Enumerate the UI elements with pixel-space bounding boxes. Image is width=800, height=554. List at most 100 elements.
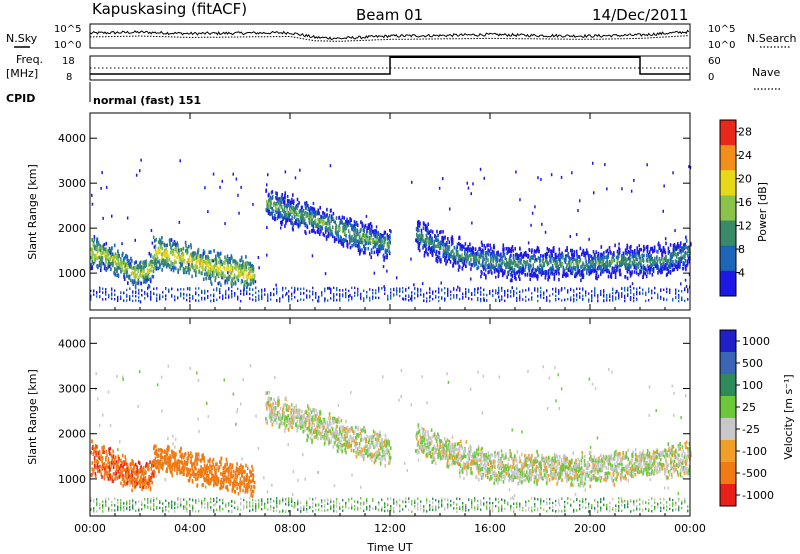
power-echo-cell bbox=[242, 275, 245, 279]
power-scatter-cell bbox=[515, 170, 517, 174]
power-echo-cell bbox=[240, 258, 242, 263]
power-echo-cell bbox=[204, 267, 207, 272]
power-scatter-cell bbox=[294, 176, 297, 180]
frequency-trace bbox=[90, 56, 690, 75]
power-scatter-cell bbox=[186, 287, 189, 291]
power-ground-cell bbox=[264, 293, 266, 296]
power-echo-cell bbox=[215, 254, 217, 259]
power-echo-cell bbox=[245, 255, 247, 259]
power-ground-cell bbox=[552, 287, 554, 291]
velocity-echo-cell bbox=[119, 471, 121, 476]
power-echo-cell bbox=[576, 264, 578, 268]
power-echo-cell bbox=[386, 241, 389, 246]
velocity-echo-cell bbox=[143, 465, 145, 470]
power-echo-cell bbox=[276, 197, 278, 201]
power-ground-cell bbox=[435, 290, 437, 293]
power-echo-cell bbox=[671, 255, 673, 259]
nsearch-label: N.Search bbox=[747, 32, 797, 45]
power-scatter-cell bbox=[428, 245, 430, 249]
power-echo-cell bbox=[357, 242, 360, 247]
power-ground-cell bbox=[567, 289, 569, 292]
power-echo-cell bbox=[466, 248, 469, 253]
power-ground-cell bbox=[90, 296, 92, 299]
power-echo-cell bbox=[114, 260, 117, 265]
velocity-echo-cell bbox=[122, 484, 124, 488]
power-ground-cell bbox=[408, 286, 410, 290]
velocity-echo-cell bbox=[162, 462, 165, 466]
power-echo-cell bbox=[165, 254, 167, 259]
velocity-echo-cell bbox=[142, 478, 145, 483]
power-echo-cell bbox=[473, 257, 475, 262]
power-echo-cell bbox=[175, 260, 177, 265]
power-scatter-cell bbox=[438, 186, 441, 190]
power-echo-cell bbox=[420, 237, 422, 242]
power-echo-cell bbox=[367, 226, 370, 231]
power-echo-cell bbox=[98, 260, 101, 265]
velocity-echo-cell bbox=[114, 476, 117, 481]
velocity-echo-cell bbox=[111, 455, 114, 460]
power-echo-cell bbox=[219, 265, 222, 269]
power-echo-cell bbox=[467, 255, 470, 259]
power-echo-cell bbox=[532, 256, 534, 260]
power-echo-cell bbox=[115, 269, 118, 273]
power-echo-cell bbox=[135, 281, 137, 285]
power-echo-cell bbox=[165, 250, 167, 254]
power-echo-cell bbox=[483, 243, 485, 248]
power-scatter-cell bbox=[103, 243, 105, 246]
power-echo-cell bbox=[682, 254, 685, 259]
power-echo-cell bbox=[432, 249, 434, 253]
power-echo-cell bbox=[355, 222, 357, 226]
power-echo-cell bbox=[250, 282, 252, 286]
power-scatter-cell bbox=[528, 248, 530, 251]
power-ground-cell bbox=[324, 299, 326, 303]
velocity-echo-cell bbox=[160, 448, 163, 452]
velocity-echo-cell bbox=[107, 473, 110, 477]
power-ground-cell bbox=[339, 294, 341, 298]
power-echo-cell bbox=[592, 250, 595, 254]
power-echo-cell bbox=[563, 268, 565, 273]
power-echo-cell bbox=[530, 272, 533, 277]
power-echo-cell bbox=[600, 257, 602, 261]
power-echo-cell bbox=[224, 274, 226, 278]
power-echo-cell bbox=[431, 236, 433, 241]
velocity-echo-cell bbox=[154, 470, 156, 475]
noise-tick-high-right: 10^5 bbox=[708, 24, 735, 35]
power-echo-cell bbox=[311, 228, 313, 233]
power-echo-cell bbox=[382, 254, 385, 259]
power-echo-cell bbox=[250, 277, 252, 282]
power-echo-cell bbox=[247, 272, 250, 276]
power-echo-cell bbox=[470, 251, 472, 256]
power-echo-cell bbox=[440, 240, 443, 244]
power-echo-cell bbox=[646, 264, 649, 268]
power-scatter-cell bbox=[588, 237, 590, 241]
power-echo-cell bbox=[628, 263, 630, 268]
power-echo-cell bbox=[437, 233, 439, 238]
power-echo-cell bbox=[292, 227, 294, 232]
power-echo-cell bbox=[221, 262, 224, 267]
power-echo-cell bbox=[514, 247, 516, 251]
power-echo-cell bbox=[435, 235, 437, 240]
power-echo-cell bbox=[652, 249, 654, 254]
power-ground-cell bbox=[183, 288, 185, 291]
power-echo-cell bbox=[233, 273, 236, 277]
power-echo-cell bbox=[486, 265, 489, 270]
power-echo-cell bbox=[646, 258, 649, 263]
velocity-echo-cell bbox=[151, 480, 153, 485]
power-ground-cell bbox=[270, 293, 272, 297]
power-echo-cell bbox=[578, 269, 580, 274]
power-echo-cell bbox=[438, 246, 441, 251]
velocity-echo-cell bbox=[131, 480, 133, 485]
velocity-echo-cell bbox=[117, 469, 119, 474]
power-echo-cell bbox=[178, 256, 180, 260]
power-ground-cell bbox=[384, 288, 386, 292]
power-echo-cell bbox=[594, 256, 597, 261]
power-echo-cell bbox=[230, 263, 232, 268]
power-scatter-cell bbox=[560, 175, 563, 179]
power-echo-cell bbox=[288, 204, 291, 209]
power-echo-cell bbox=[338, 227, 341, 231]
power-echo-cell bbox=[313, 207, 315, 212]
power-echo-cell bbox=[323, 233, 326, 238]
power-echo-cell bbox=[127, 281, 129, 285]
nave-tick-low: 0 bbox=[708, 72, 714, 83]
power-echo-cell bbox=[576, 254, 579, 258]
